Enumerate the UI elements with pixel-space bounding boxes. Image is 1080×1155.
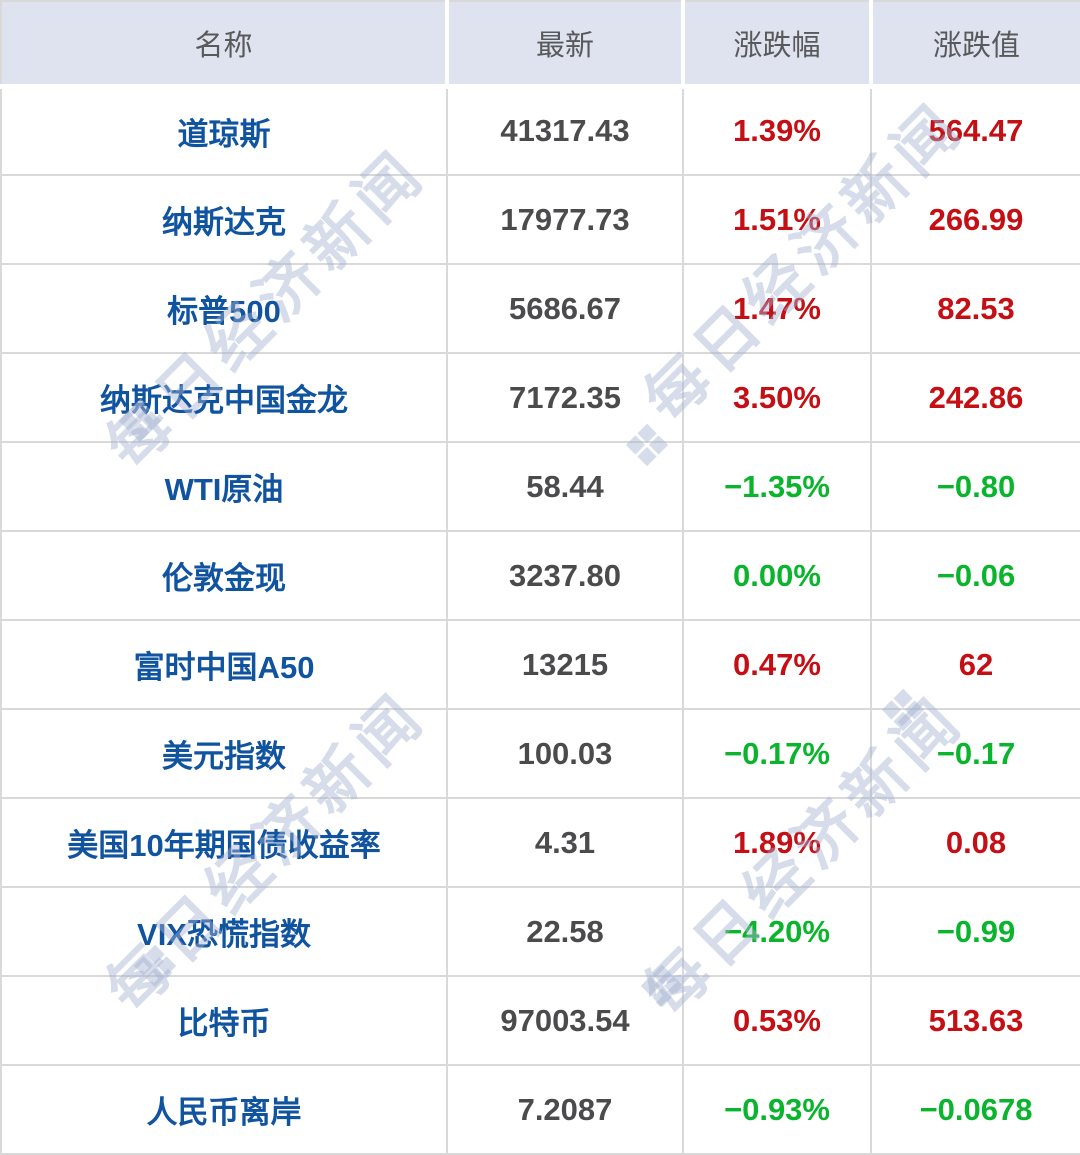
change-percent-cell: −1.35% [682, 441, 872, 532]
latest-value-cell: 5686.67 [446, 263, 684, 354]
instrument-name-cell: 纳斯达克 [0, 174, 448, 265]
table-row: 美国10年期国债收益率 4.31 1.89% 0.08 [0, 797, 1080, 888]
column-header-change-percent: 涨跌幅 [681, 0, 873, 89]
change-value-cell: −0.06 [870, 530, 1080, 621]
instrument-name-cell: VIX恐慌指数 [0, 886, 448, 977]
change-value-cell: 82.53 [870, 263, 1080, 354]
column-header-latest: 最新 [445, 0, 685, 89]
instrument-name-cell: 美元指数 [0, 708, 448, 799]
instrument-name-cell: 标普500 [0, 263, 448, 354]
change-value-cell: 242.86 [870, 352, 1080, 443]
instrument-name-cell: 纳斯达克中国金龙 [0, 352, 448, 443]
change-percent-cell: 0.00% [682, 530, 872, 621]
change-percent-cell: 0.47% [682, 619, 872, 710]
table-header-row: 名称 最新 涨跌幅 涨跌值 [0, 0, 1080, 89]
column-header-change-value: 涨跌值 [869, 0, 1080, 89]
table-row: 富时中国A50 13215 0.47% 62 [0, 619, 1080, 710]
latest-value-cell: 58.44 [446, 441, 684, 532]
latest-value-cell: 4.31 [446, 797, 684, 888]
latest-value-cell: 3237.80 [446, 530, 684, 621]
latest-value-cell: 13215 [446, 619, 684, 710]
change-percent-cell: 1.89% [682, 797, 872, 888]
table-row: 人民币离岸 7.2087 −0.93% −0.0678 [0, 1064, 1080, 1155]
change-percent-cell: 1.47% [682, 263, 872, 354]
table-row: 标普500 5686.67 1.47% 82.53 [0, 263, 1080, 354]
change-percent-cell: 1.39% [682, 85, 872, 176]
change-value-cell: −0.80 [870, 441, 1080, 532]
table-row: 比特币 97003.54 0.53% 513.63 [0, 975, 1080, 1066]
change-percent-cell: 1.51% [682, 174, 872, 265]
instrument-name-cell: 美国10年期国债收益率 [0, 797, 448, 888]
change-value-cell: −0.99 [870, 886, 1080, 977]
latest-value-cell: 17977.73 [446, 174, 684, 265]
instrument-name-cell: 比特币 [0, 975, 448, 1066]
latest-value-cell: 7.2087 [446, 1064, 684, 1155]
latest-value-cell: 7172.35 [446, 352, 684, 443]
instrument-name-cell: 伦敦金现 [0, 530, 448, 621]
instrument-name-cell: 富时中国A50 [0, 619, 448, 710]
change-value-cell: 266.99 [870, 174, 1080, 265]
latest-value-cell: 41317.43 [446, 85, 684, 176]
table-row: 美元指数 100.03 −0.17% −0.17 [0, 708, 1080, 799]
column-header-name: 名称 [0, 0, 449, 89]
change-value-cell: −0.17 [870, 708, 1080, 799]
change-value-cell: 564.47 [870, 85, 1080, 176]
instrument-name-cell: 道琼斯 [0, 85, 448, 176]
change-value-cell: 0.08 [870, 797, 1080, 888]
instrument-name-cell: WTI原油 [0, 441, 448, 532]
table-row: 纳斯达克中国金龙 7172.35 3.50% 242.86 [0, 352, 1080, 443]
instrument-name-cell: 人民币离岸 [0, 1064, 448, 1155]
latest-value-cell: 22.58 [446, 886, 684, 977]
table-row: VIX恐慌指数 22.58 −4.20% −0.99 [0, 886, 1080, 977]
change-value-cell: −0.0678 [870, 1064, 1080, 1155]
change-percent-cell: 3.50% [682, 352, 872, 443]
table-row: 伦敦金现 3237.80 0.00% −0.06 [0, 530, 1080, 621]
change-percent-cell: −4.20% [682, 886, 872, 977]
table-row: 纳斯达克 17977.73 1.51% 266.99 [0, 174, 1080, 265]
table-row: WTI原油 58.44 −1.35% −0.80 [0, 441, 1080, 532]
latest-value-cell: 97003.54 [446, 975, 684, 1066]
change-percent-cell: 0.53% [682, 975, 872, 1066]
change-percent-cell: −0.93% [682, 1064, 872, 1155]
change-value-cell: 62 [870, 619, 1080, 710]
latest-value-cell: 100.03 [446, 708, 684, 799]
change-percent-cell: −0.17% [682, 708, 872, 799]
change-value-cell: 513.63 [870, 975, 1080, 1066]
table-row: 道琼斯 41317.43 1.39% 564.47 [0, 85, 1080, 176]
